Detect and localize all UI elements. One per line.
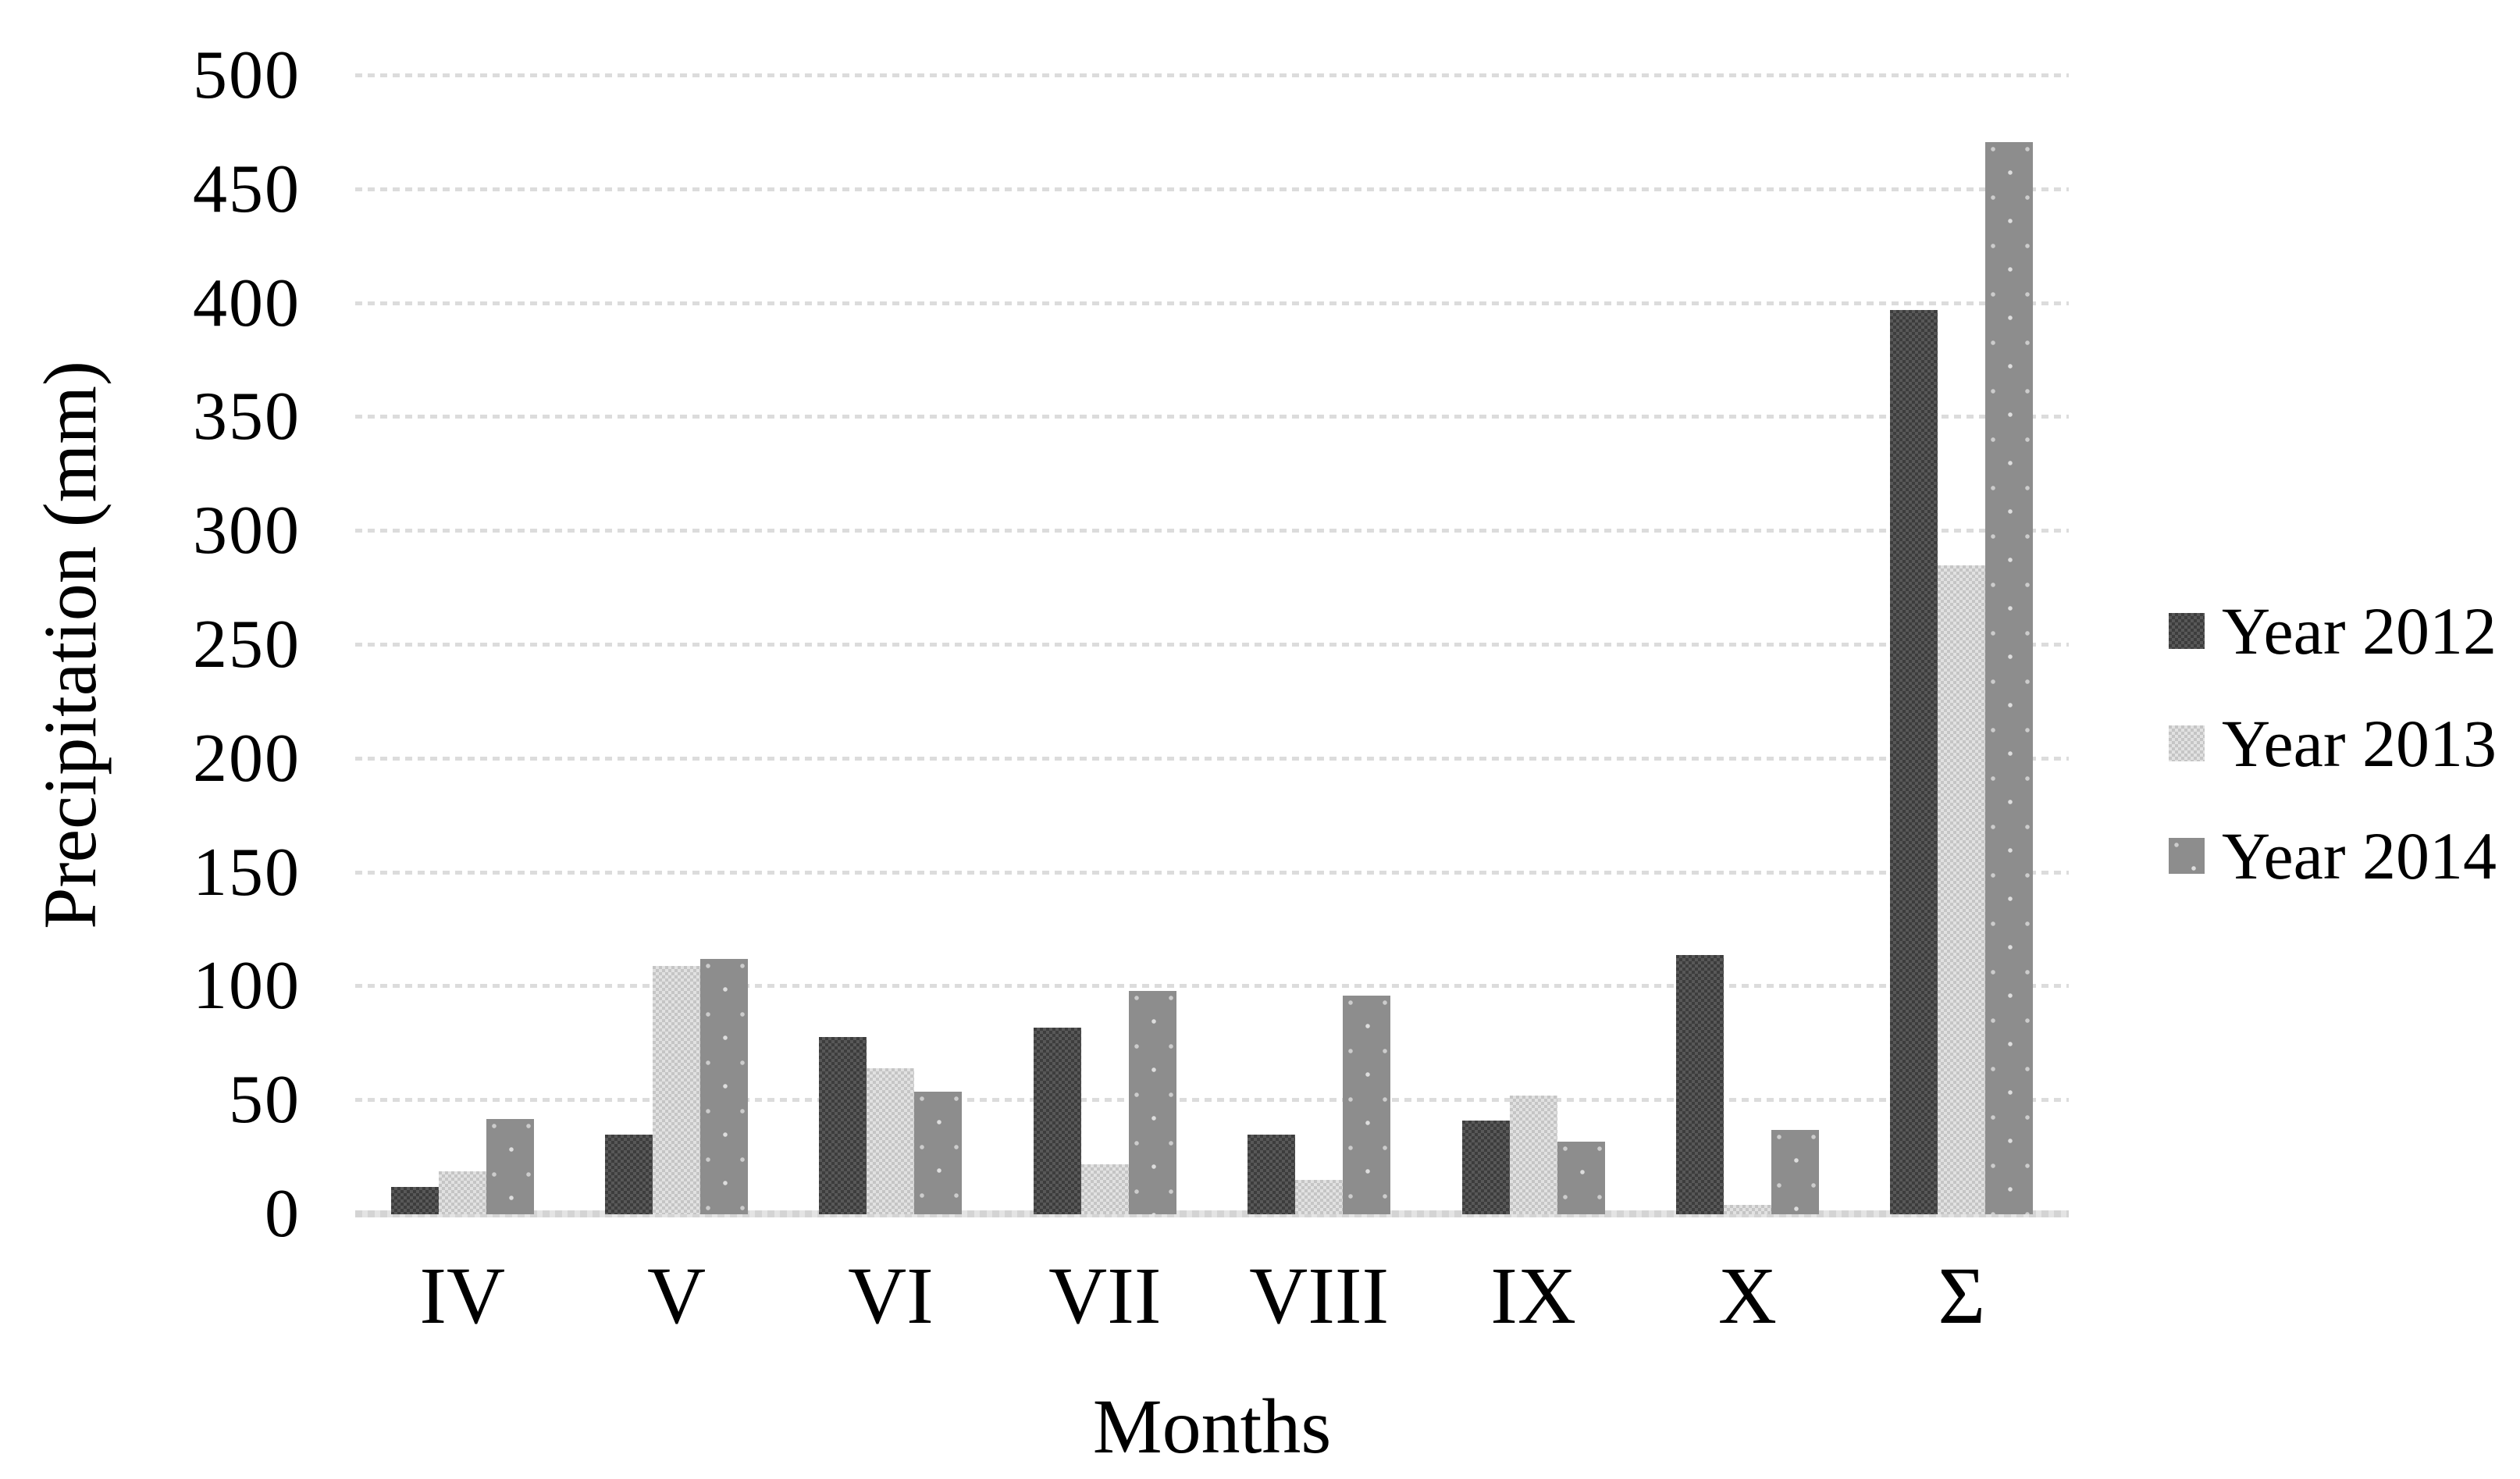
legend-label-year-2014: Year 2014 bbox=[2222, 818, 2497, 893]
x-label-viii: VIII bbox=[1249, 1251, 1390, 1341]
x-label-ix: IX bbox=[1490, 1251, 1576, 1341]
bar-year-2014-sigma bbox=[1985, 141, 2034, 1214]
bar-year-2012-vi bbox=[819, 1036, 867, 1214]
bar-year-2013-v bbox=[653, 966, 701, 1214]
x-axis-labels: IV V VI VII VIII IX X Σ bbox=[355, 1251, 2069, 1341]
y-tick-300: 300 bbox=[193, 493, 301, 569]
bar-year-2014-viii bbox=[1343, 996, 1391, 1214]
x-label-x: X bbox=[1717, 1251, 1777, 1341]
gridline-50 bbox=[355, 1098, 2069, 1103]
bar-year-2013-vi bbox=[867, 1068, 915, 1214]
bar-year-2014-iv bbox=[486, 1118, 534, 1214]
bar-group-ix bbox=[1426, 76, 1640, 1214]
bar-year-2014-ix bbox=[1557, 1141, 1605, 1214]
bar-year-2014-v bbox=[700, 959, 749, 1214]
gridline-150 bbox=[355, 870, 2069, 875]
bar-group-vi bbox=[784, 76, 998, 1214]
legend-label-year-2012: Year 2012 bbox=[2222, 593, 2497, 668]
bar-group-sigma bbox=[1855, 76, 2069, 1214]
y-tick-100: 100 bbox=[193, 948, 301, 1025]
legend-swatch-year-2012 bbox=[2169, 613, 2205, 649]
gridline-200 bbox=[355, 756, 2069, 761]
legend-label-year-2013: Year 2013 bbox=[2222, 706, 2497, 781]
bar-year-2012-sigma bbox=[1890, 310, 1938, 1214]
bar-group-viii bbox=[1212, 76, 1426, 1214]
y-tick-50: 50 bbox=[229, 1062, 301, 1139]
legend-item-year-2012: Year 2012 bbox=[2169, 592, 2497, 670]
bar-year-2014-x bbox=[1771, 1130, 1819, 1214]
bar-year-2012-ix bbox=[1461, 1121, 1510, 1214]
legend-swatch-year-2014 bbox=[2169, 838, 2205, 874]
y-tick-500: 500 bbox=[193, 37, 301, 113]
y-tick-0: 0 bbox=[265, 1176, 301, 1252]
gridline-300 bbox=[355, 529, 2069, 533]
y-tick-450: 450 bbox=[193, 151, 301, 227]
x-label-sigma: Σ bbox=[1938, 1251, 1986, 1341]
legend: Year 2012 Year 2013 Year 2014 bbox=[2169, 592, 2497, 929]
gridline-0 bbox=[355, 1210, 2069, 1217]
gridline-100 bbox=[355, 984, 2069, 989]
y-axis-tick-labels: 0 50 100 150 200 250 300 350 400 450 500 bbox=[0, 41, 301, 1249]
bar-group-x bbox=[1640, 76, 1854, 1214]
bar-group-v bbox=[569, 76, 783, 1214]
legend-item-year-2013: Year 2013 bbox=[2169, 704, 2497, 782]
y-tick-250: 250 bbox=[193, 607, 301, 682]
bar-year-2014-vii bbox=[1128, 991, 1176, 1214]
bar-layer bbox=[355, 76, 2069, 1214]
bar-year-2013-iv bbox=[438, 1171, 486, 1214]
y-tick-400: 400 bbox=[193, 265, 301, 341]
bar-year-2013-viii bbox=[1295, 1180, 1344, 1214]
bar-group-vii bbox=[998, 76, 1212, 1214]
y-tick-350: 350 bbox=[193, 379, 301, 455]
gridline-350 bbox=[355, 415, 2069, 419]
legend-swatch-year-2013 bbox=[2169, 725, 2205, 761]
x-label-iv: IV bbox=[419, 1251, 506, 1341]
bar-year-2012-vii bbox=[1033, 1027, 1081, 1214]
legend-item-year-2014: Year 2014 bbox=[2169, 817, 2497, 895]
bar-year-2012-iv bbox=[390, 1187, 439, 1214]
bar-group-iv bbox=[355, 76, 569, 1214]
x-axis-title-text: Months bbox=[1092, 1383, 1332, 1470]
gridline-250 bbox=[355, 643, 2069, 647]
y-tick-200: 200 bbox=[193, 720, 301, 797]
bar-year-2012-v bbox=[605, 1134, 653, 1214]
y-tick-150: 150 bbox=[193, 834, 301, 911]
gridline-450 bbox=[355, 187, 2069, 191]
bar-year-2013-sigma bbox=[1938, 565, 1986, 1214]
x-label-vii: VII bbox=[1048, 1251, 1162, 1341]
plot-area bbox=[355, 73, 2069, 1217]
bar-year-2013-x bbox=[1723, 1205, 1771, 1214]
bar-year-2013-ix bbox=[1509, 1096, 1557, 1214]
bar-year-2012-viii bbox=[1248, 1134, 1296, 1214]
gridline-500 bbox=[355, 73, 2069, 77]
bar-year-2012-x bbox=[1675, 954, 1724, 1214]
x-label-v: V bbox=[647, 1251, 707, 1341]
bar-year-2014-vi bbox=[914, 1091, 963, 1214]
x-label-vi: VI bbox=[848, 1251, 934, 1341]
bar-year-2013-vii bbox=[1080, 1164, 1129, 1214]
x-axis-title: Months bbox=[355, 1384, 2069, 1470]
gridline-400 bbox=[355, 301, 2069, 305]
